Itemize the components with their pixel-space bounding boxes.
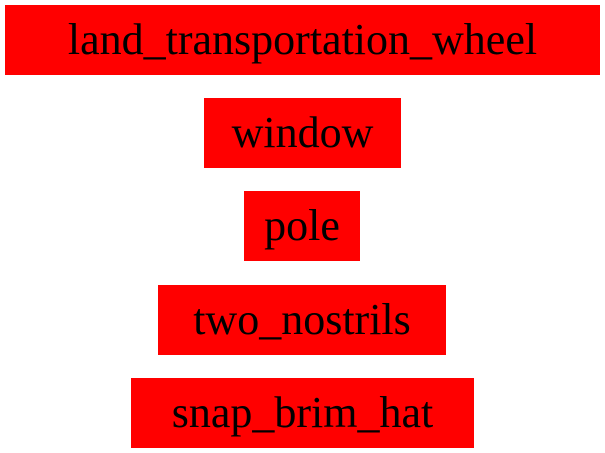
label-land-transportation-wheel: land_transportation_wheel [5, 5, 600, 75]
label-window: window [204, 98, 401, 168]
label-pole: pole [244, 191, 360, 261]
label-snap-brim-hat: snap_brim_hat [131, 378, 474, 448]
label-two-nostrils: two_nostrils [158, 285, 446, 355]
